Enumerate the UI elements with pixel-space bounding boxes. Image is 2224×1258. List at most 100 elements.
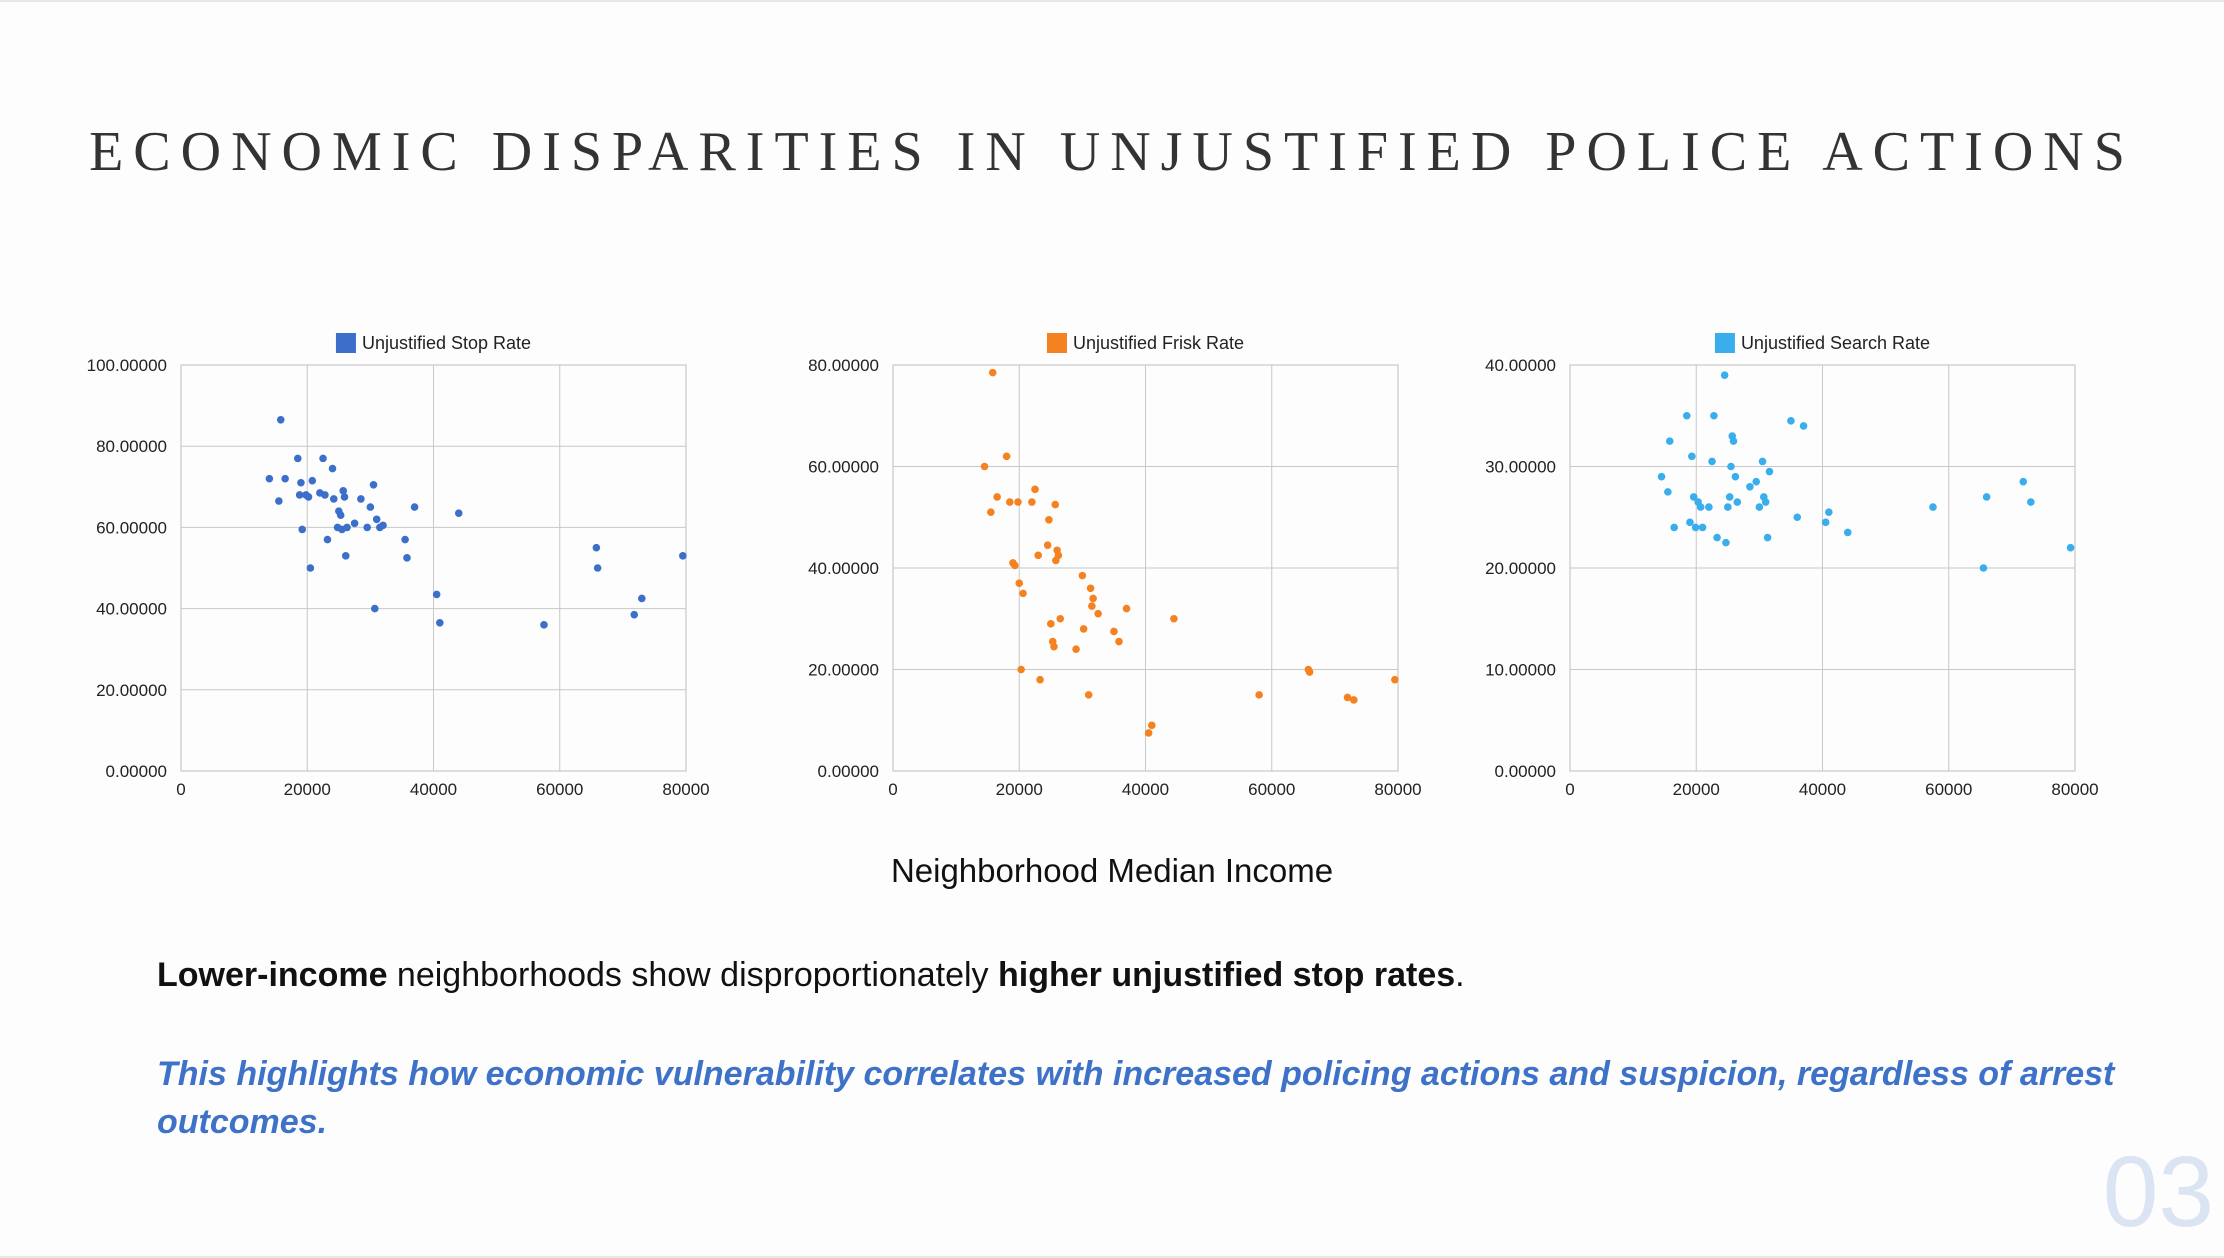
chart-3-data-point [1664,488,1672,496]
chart-3-x-tick-label: 60000 [1925,780,1972,799]
chart-1-data-point [297,478,305,487]
chart-2-data-point [1045,515,1053,524]
chart-1-data-point [319,454,327,463]
chart-2-data-point [1148,721,1156,730]
chart-3-data-point [1688,452,1696,461]
chart-1-data-point [436,619,444,627]
chart-1-x-tick-label: 20000 [284,780,331,799]
chart-2-data-point [1255,691,1263,699]
chart-3-data-point [1765,467,1774,476]
chart-3-data-point [1682,411,1691,420]
chart-3-data-point [2066,543,2075,552]
chart-2-data-point [987,508,995,516]
chart-1-data-point [308,476,317,485]
chart-2-data-point [1028,498,1036,506]
chart-2-data-point [1350,696,1358,704]
chart-2-data-point [1050,642,1058,651]
chart-1-data-point [638,594,646,603]
chart-3-data-point [1799,422,1808,430]
chart-3-data-point [1761,498,1770,506]
chart-2-x-tick-label: 60000 [1248,780,1295,799]
chart-1-data-point [293,454,302,463]
chart-1-data-point [339,487,348,495]
chart-2-y-tick-label: 20.00000 [808,661,879,680]
chart-3-data-point [1689,493,1698,501]
chart-1-y-tick-label: 80.00000 [96,437,167,456]
statement-text: neighborhoods show disproportionately [387,956,998,994]
statement-period: . [1455,956,1465,994]
chart-1-data-point [304,493,313,501]
chart-1-data-point [592,543,601,552]
chart-3-data-point [1752,477,1761,486]
chart-2-data-point [1079,625,1088,633]
chart-2-data-point [1051,500,1060,509]
chart-3-y-tick-label: 10.00000 [1485,661,1556,680]
chart-3-data-point [1727,462,1735,471]
chart-2-data-point [1144,729,1153,737]
chart-3-data-point [1821,518,1830,527]
chart-2-data-point [980,462,989,471]
chart-1-data-point [630,610,639,619]
chart-3-legend-swatch [1714,333,1735,353]
chart-3-data-point [1758,457,1767,466]
chart-1-y-tick-label: 0.00000 [106,762,167,781]
chart-3-x-tick-label: 80000 [2051,780,2098,799]
chart-1-data-point [366,503,375,511]
chart-1-data-point [343,523,351,532]
chart-2-data-point [1054,551,1063,560]
chart-3-data-point [1929,503,1937,511]
chart-2-data-point [1086,584,1095,593]
chart-1-data-point [275,497,283,505]
scatter-charts: 0 20000 40000 60000 80000 0.00000 20.00000 40.0… [87,333,2099,799]
highlight-text: This highlights how economic vulnerabili… [157,1055,2115,1141]
chart-2-data-point [1043,541,1052,549]
chart-3-data-point [1657,472,1666,481]
shared-x-axis-label: Neighborhood Median Income [890,852,1334,889]
chart-2-data-point [1034,551,1042,560]
chart-2-data-point [1031,485,1039,494]
chart-1-data-point [401,535,409,544]
chart-3-data-point [1979,564,1988,572]
chart-1-data-point [432,590,441,599]
chart-2-data-point [1391,675,1399,684]
chart-1-legend-swatch [335,333,356,353]
chart-3-data-point [1708,457,1716,466]
chart-2-data-point [988,368,997,377]
chart-2-data-point [1014,498,1022,506]
chart-1-data-point [679,552,687,560]
chart-1-data-point [321,491,329,499]
slide-number: 03 [2102,1136,2214,1248]
chart-3-data-point [1698,523,1707,532]
chart-1-data-point [306,564,315,572]
chart-2-y-tick-label: 80.00000 [808,356,879,375]
slide-title: ECONOMIC DISPARITIES IN UNJUSTIFIED POLI… [89,121,2135,183]
chart-3-x-tick-label: 20000 [1673,780,1720,799]
chart-2-data-point [1005,498,1014,506]
chart-1-data-point [403,554,411,562]
chart-1-x-tick-label: 60000 [536,780,583,799]
chart-2-x-tick-label: 80000 [1374,780,1421,799]
chart-3-data-point [1720,371,1729,379]
chart-2-data-point [1072,645,1080,653]
chart-3-data-point [1746,483,1754,491]
chart-3-data-point [2027,498,2035,506]
chart-1-data-point [323,535,332,544]
chart-3-x-tick-label: 40000 [1799,780,1846,799]
chart-2-y-tick-label: 0.00000 [818,762,879,781]
chart-1-data-point [350,519,359,528]
chart-2-data-point [1015,579,1024,588]
chart-2-x-tick-label: 40000 [1122,780,1169,799]
chart-2-data-point [993,493,1001,501]
chart-2-y-tick-label: 60.00000 [808,458,879,477]
chart-2-data-point [1002,452,1011,461]
chart-2-data-point [1078,571,1087,580]
chart-3-data-point [2019,477,2028,486]
chart-2-legend-swatch [1046,333,1067,353]
chart-1-data-point [370,604,379,613]
chart-3-data-point [1787,417,1795,425]
chart-1-data-point [372,515,381,524]
chart-3-data-point [1724,503,1732,511]
chart-1-data-point [379,521,387,530]
chart-2-data-point [1343,693,1352,702]
